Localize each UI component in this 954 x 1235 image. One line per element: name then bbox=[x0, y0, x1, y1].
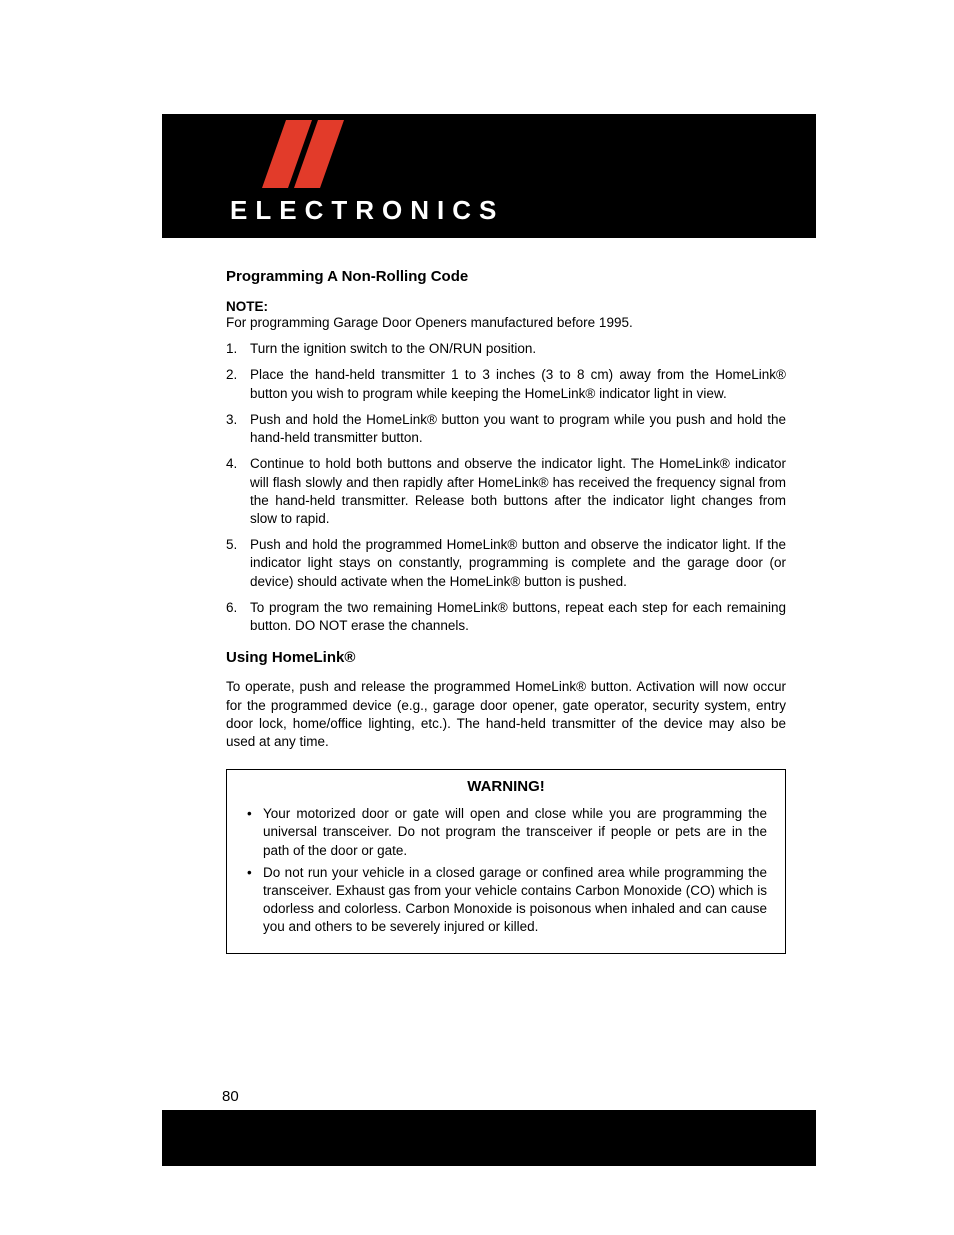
steps-list: Turn the ignition switch to the ON/RUN p… bbox=[226, 340, 786, 635]
warning-box: WARNING! Your motorized door or gate wil… bbox=[226, 769, 786, 954]
footer-bar bbox=[162, 1110, 816, 1166]
header-banner: ELECTRONICS bbox=[162, 114, 816, 238]
step-item: Push and hold the HomeLink® button you w… bbox=[226, 411, 786, 447]
step-item: Place the hand-held transmitter 1 to 3 i… bbox=[226, 366, 786, 402]
using-homelink-body: To operate, push and release the program… bbox=[226, 678, 786, 751]
warning-item: Do not run your vehicle in a closed gara… bbox=[245, 864, 767, 937]
step-item: Continue to hold both buttons and observ… bbox=[226, 455, 786, 528]
warning-list: Your motorized door or gate will open an… bbox=[227, 805, 785, 953]
step-item: Push and hold the programmed HomeLink® b… bbox=[226, 536, 786, 591]
section-title-using: Using HomeLink® bbox=[226, 649, 786, 666]
dodge-stripes-icon bbox=[262, 120, 368, 188]
warning-item: Your motorized door or gate will open an… bbox=[245, 805, 767, 860]
section-title-programming: Programming A Non-Rolling Code bbox=[226, 268, 786, 285]
step-item: Turn the ignition switch to the ON/RUN p… bbox=[226, 340, 786, 358]
page-content: Programming A Non-Rolling Code NOTE: For… bbox=[226, 268, 786, 954]
note-label: NOTE: bbox=[226, 299, 786, 314]
note-text: For programming Garage Door Openers manu… bbox=[226, 314, 786, 332]
page-number: 80 bbox=[222, 1088, 239, 1105]
step-item: To program the two remaining HomeLink® b… bbox=[226, 599, 786, 635]
warning-title: WARNING! bbox=[227, 770, 785, 805]
header-title: ELECTRONICS bbox=[230, 195, 504, 226]
